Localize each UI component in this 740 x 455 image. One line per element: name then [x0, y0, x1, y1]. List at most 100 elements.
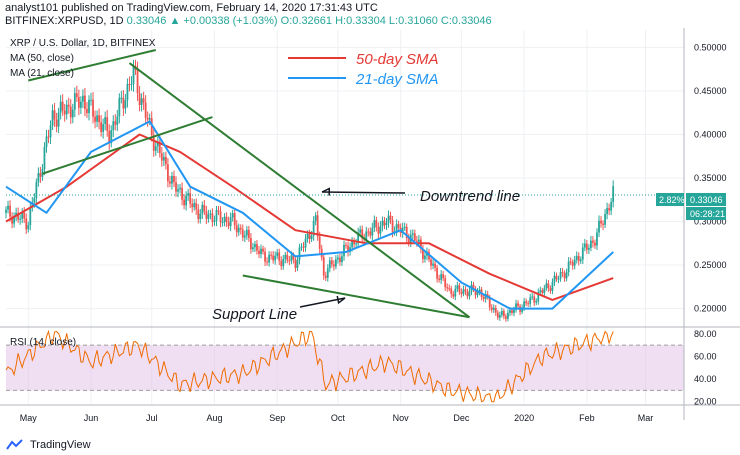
candle-body: [407, 238, 410, 243]
candle-body: [557, 278, 560, 280]
candle-body: [446, 287, 449, 289]
candle-body: [237, 227, 240, 233]
publisher-line: analyst101 published on TradingView.com,…: [5, 2, 378, 14]
candle-body: [456, 285, 459, 289]
candle-body: [241, 229, 244, 238]
candle-body: [310, 235, 313, 240]
candle-body: [539, 290, 542, 293]
candle-body: [458, 285, 461, 292]
candle-body: [322, 257, 325, 276]
candle-body: [100, 122, 103, 132]
candle-body: [341, 256, 343, 263]
grid: [6, 30, 684, 404]
candle-body: [270, 254, 273, 256]
candle-body: [587, 247, 590, 250]
time-tick-label: Oct: [331, 413, 346, 423]
candle-body: [466, 291, 469, 297]
candle-body: [383, 220, 386, 226]
candle-body: [45, 136, 48, 147]
candle-body: [476, 291, 479, 296]
candle-body: [391, 220, 394, 233]
candle-body: [490, 307, 493, 310]
candle-body: [316, 215, 319, 237]
candle-body: [126, 84, 129, 101]
candle-body: [110, 130, 113, 144]
candle-body: [245, 229, 248, 236]
candle-body: [531, 296, 534, 298]
candle-body: [167, 164, 169, 182]
sma21-annotation: 21-day SMA: [355, 71, 439, 88]
candle-body: [405, 226, 408, 239]
candle-body: [47, 136, 50, 138]
candle-body: [69, 106, 72, 118]
candle-body: [274, 255, 277, 261]
candle-body: [494, 307, 497, 313]
candle-body: [324, 275, 327, 278]
candle-body: [231, 213, 234, 218]
time-tick-label: Dec: [453, 413, 470, 423]
price-tick-label: 0.50000: [694, 42, 727, 52]
candle-body: [598, 220, 600, 233]
candle-body: [602, 223, 604, 225]
candle-body: [440, 274, 443, 280]
candle-body: [67, 104, 70, 107]
candle-body: [559, 272, 562, 279]
candle-body: [387, 215, 390, 223]
candle-body: [181, 187, 183, 200]
candle-body: [511, 310, 513, 313]
candle-body: [328, 260, 331, 269]
rsi-band: [6, 345, 684, 391]
candle-body: [541, 290, 544, 293]
candle-body: [247, 229, 250, 238]
candle-body: [106, 117, 109, 131]
candle-body: [122, 97, 125, 109]
candle-body: [600, 220, 602, 224]
candle-body: [197, 209, 200, 220]
candle-body: [468, 291, 471, 297]
candle-body: [389, 215, 392, 221]
candle-body: [438, 278, 441, 280]
candle-body: [377, 227, 380, 234]
candle-body: [223, 216, 226, 223]
trend-lines: [6, 49, 684, 319]
candle-body: [373, 220, 376, 228]
candle-body: [108, 130, 111, 144]
candle-body: [225, 216, 228, 222]
candle-body: [128, 84, 131, 86]
candle-body: [154, 146, 157, 151]
candle-body: [290, 255, 293, 261]
candle-body: [606, 208, 608, 215]
candle-body: [314, 215, 317, 221]
candle-body: [175, 182, 177, 192]
candle-body: [209, 213, 212, 215]
candle-body: [515, 303, 517, 310]
candle-body: [608, 208, 611, 211]
candle-body: [73, 93, 76, 110]
candle-body: [92, 99, 94, 117]
candle-body: [533, 296, 536, 303]
candle-body: [266, 261, 268, 263]
candle-body: [462, 289, 465, 294]
candle-body: [35, 182, 38, 199]
candle-body: [432, 263, 434, 266]
candle-body: [488, 297, 491, 308]
candle-body: [272, 255, 275, 261]
candle-body: [474, 289, 477, 296]
candle-body: [136, 69, 139, 94]
candle-body: [498, 315, 501, 318]
candle-body: [280, 260, 283, 267]
candle-body: [124, 100, 127, 109]
candle-body: [88, 99, 90, 114]
last-price-badge: [686, 193, 726, 206]
candle-body: [71, 109, 74, 118]
candle-body: [365, 231, 368, 240]
candle-body: [361, 229, 364, 239]
candle-body: [561, 272, 564, 274]
candle-body: [86, 108, 88, 114]
last-price-label: 0.33046: [690, 195, 723, 205]
candle-body: [264, 251, 266, 262]
candle-body: [509, 310, 511, 313]
time-tick-label: Nov: [393, 413, 410, 423]
candle-body: [160, 153, 163, 161]
